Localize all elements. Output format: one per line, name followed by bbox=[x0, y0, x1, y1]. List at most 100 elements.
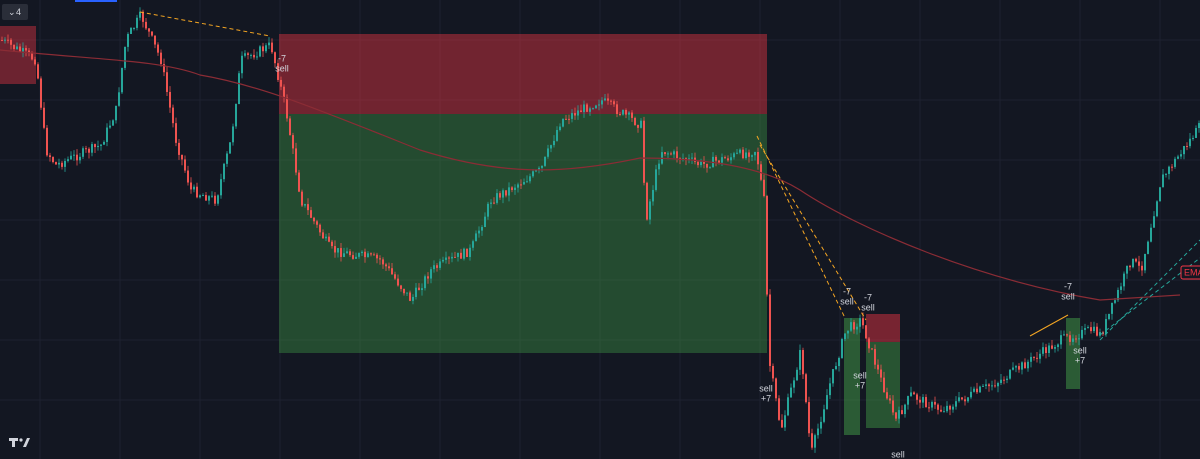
trade-label: sell bbox=[759, 383, 773, 393]
candle bbox=[787, 397, 789, 416]
candle bbox=[796, 369, 798, 381]
candle bbox=[190, 182, 192, 190]
candle bbox=[508, 187, 510, 196]
candle bbox=[991, 385, 993, 387]
candle bbox=[61, 162, 63, 167]
candle bbox=[619, 114, 621, 116]
candle bbox=[907, 396, 909, 405]
candle bbox=[826, 395, 828, 410]
candle bbox=[394, 274, 396, 279]
candle bbox=[376, 254, 378, 259]
candle bbox=[208, 196, 210, 201]
logo[interactable] bbox=[9, 438, 30, 447]
candle bbox=[364, 251, 366, 258]
trade-label: -7 bbox=[1064, 281, 1072, 291]
candle bbox=[1180, 154, 1182, 157]
candle bbox=[694, 157, 696, 162]
candle bbox=[1003, 379, 1005, 381]
candle bbox=[1171, 166, 1173, 168]
candle bbox=[703, 161, 705, 164]
candle bbox=[415, 287, 417, 297]
candle bbox=[1036, 357, 1038, 359]
candle bbox=[58, 162, 60, 165]
candle bbox=[1105, 319, 1107, 335]
candle bbox=[427, 276, 429, 279]
trade-label: sell bbox=[853, 370, 867, 380]
candle bbox=[985, 384, 987, 386]
interval-badge: 4 bbox=[16, 7, 21, 17]
candle bbox=[67, 159, 69, 161]
candle bbox=[484, 216, 486, 227]
candle bbox=[853, 322, 855, 330]
candle bbox=[505, 190, 507, 196]
candle bbox=[604, 98, 606, 101]
candle bbox=[178, 142, 180, 155]
candle bbox=[130, 28, 132, 34]
candle bbox=[1192, 137, 1194, 139]
candle bbox=[811, 433, 813, 448]
candle bbox=[100, 144, 102, 146]
candle bbox=[271, 42, 273, 53]
candle bbox=[880, 369, 882, 378]
trade-label: sell bbox=[1061, 291, 1075, 301]
candle bbox=[1078, 338, 1080, 340]
candle bbox=[253, 54, 255, 58]
candle bbox=[718, 160, 720, 163]
candle bbox=[979, 386, 981, 393]
candle bbox=[649, 201, 651, 220]
trend-lines bbox=[139, 11, 867, 321]
interval-button[interactable] bbox=[2, 4, 28, 20]
candle bbox=[838, 357, 840, 367]
candle bbox=[820, 421, 822, 429]
candle bbox=[493, 202, 495, 204]
candle bbox=[1009, 369, 1011, 379]
candle bbox=[334, 246, 336, 253]
candle bbox=[913, 392, 915, 395]
candle bbox=[778, 398, 780, 420]
candle bbox=[766, 196, 768, 295]
candle bbox=[31, 52, 33, 60]
candle bbox=[1018, 366, 1020, 370]
candle bbox=[1138, 261, 1140, 266]
candle bbox=[1006, 378, 1008, 381]
candle bbox=[655, 169, 657, 190]
candle bbox=[889, 398, 891, 401]
candle bbox=[82, 148, 84, 157]
candle bbox=[451, 256, 453, 259]
candle bbox=[823, 409, 825, 422]
candle bbox=[784, 415, 786, 428]
candle bbox=[238, 73, 240, 105]
candle bbox=[610, 100, 612, 102]
candle bbox=[106, 127, 108, 142]
candle bbox=[583, 104, 585, 113]
candle bbox=[163, 64, 165, 73]
candle bbox=[1039, 353, 1041, 359]
candle bbox=[343, 253, 345, 257]
candle bbox=[601, 100, 603, 105]
candle bbox=[232, 126, 234, 143]
candle bbox=[865, 325, 867, 339]
candle bbox=[496, 193, 498, 203]
candle bbox=[118, 92, 120, 106]
candle bbox=[409, 292, 411, 301]
candle bbox=[490, 202, 492, 204]
candle bbox=[373, 254, 375, 256]
candle bbox=[1129, 265, 1131, 268]
candle bbox=[4, 39, 6, 41]
candle bbox=[145, 21, 147, 29]
candle bbox=[181, 154, 183, 160]
candle bbox=[1114, 300, 1116, 303]
candle bbox=[883, 377, 885, 393]
candle bbox=[841, 339, 843, 358]
candle bbox=[946, 405, 948, 412]
candle bbox=[739, 149, 741, 153]
candle bbox=[565, 118, 567, 120]
candle bbox=[169, 91, 171, 108]
candle bbox=[640, 120, 642, 128]
candle bbox=[400, 285, 402, 289]
candle bbox=[691, 157, 693, 159]
candle bbox=[559, 126, 561, 131]
candle bbox=[949, 405, 951, 410]
candle bbox=[439, 261, 441, 268]
candle bbox=[775, 378, 777, 399]
